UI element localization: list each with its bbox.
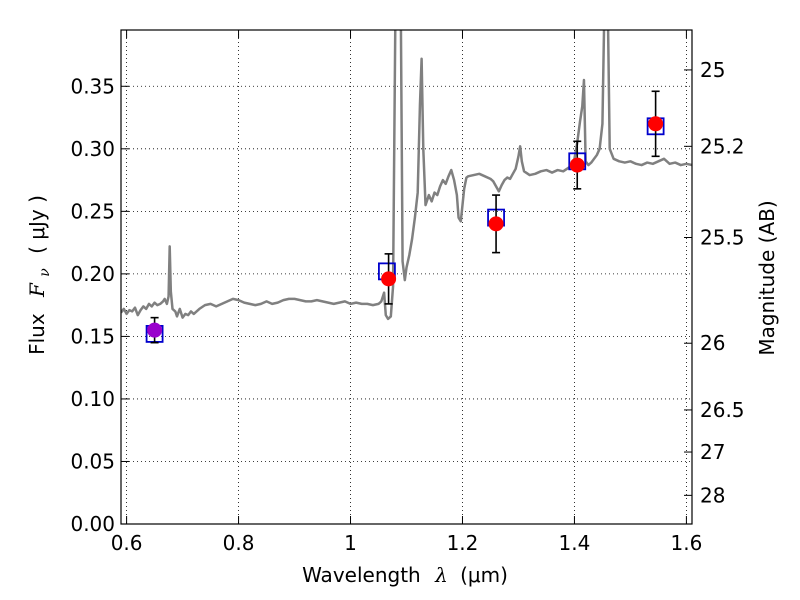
x-tick-label: 0.8 xyxy=(223,531,255,555)
observed-point xyxy=(147,322,163,338)
plot-area xyxy=(121,30,692,344)
y-axis-label-text: Flux xyxy=(25,313,49,355)
x-axis-label-text: Wavelength xyxy=(302,563,421,587)
x-axis-label-symbol: λ xyxy=(434,563,448,587)
x-tick-label: 1.6 xyxy=(670,531,702,555)
y2-tick-label: 25 xyxy=(700,58,725,82)
y-tick-label: 0.35 xyxy=(70,74,115,98)
y2-tick-label: 26.5 xyxy=(700,398,745,422)
y-axis-label-unit: ( μJy ) xyxy=(25,195,49,254)
y-tick-label: 0.25 xyxy=(70,199,115,223)
x-tick-label: 0.6 xyxy=(111,531,143,555)
y2-tick-label: 26 xyxy=(700,331,725,355)
observed-point xyxy=(569,157,585,173)
y-tick-label: 0.05 xyxy=(70,449,115,473)
y2-axis-label: Magnitude (AB) xyxy=(755,200,779,355)
x-axis-label-unit: (μm) xyxy=(460,563,508,587)
y2-tick-label: 27 xyxy=(700,440,725,464)
y-axis-label: Flux F ν ( μJy ) xyxy=(25,195,54,355)
y-tick-label: 0.00 xyxy=(70,512,115,536)
x-tick-label: 1.2 xyxy=(447,531,479,555)
y-tick-label: 0.20 xyxy=(70,262,115,286)
observed-point xyxy=(648,116,664,132)
y-axis-label-subscript: ν xyxy=(37,268,53,277)
x-axis-label: Wavelength λ (μm) xyxy=(302,563,508,587)
axes: 0.6 0.8 1 1.2 1.4 1.6 0.00 0.05 0.10 0.15 0.20 0.25… xyxy=(70,29,745,555)
x-tick-label: 1.4 xyxy=(559,531,591,555)
y2-tick-label: 28 xyxy=(700,483,725,507)
axis-labels: Wavelength λ (μm) Flux F ν ( μJy ) Magni… xyxy=(25,195,779,587)
y-tick-label: 0.10 xyxy=(70,387,115,411)
y-tick-label: 0.30 xyxy=(70,137,115,161)
observed-point xyxy=(381,271,397,287)
x-tick-label: 1 xyxy=(344,531,357,555)
plot-frame xyxy=(120,29,693,525)
y-tick-label: 0.15 xyxy=(70,324,115,348)
y-axis-label-symbol: F xyxy=(25,282,49,298)
y2-tick-label: 25.5 xyxy=(700,225,745,249)
y2-tick-label: 25.2 xyxy=(700,134,745,158)
spectrum-line xyxy=(121,30,692,321)
observed-point xyxy=(488,216,504,232)
